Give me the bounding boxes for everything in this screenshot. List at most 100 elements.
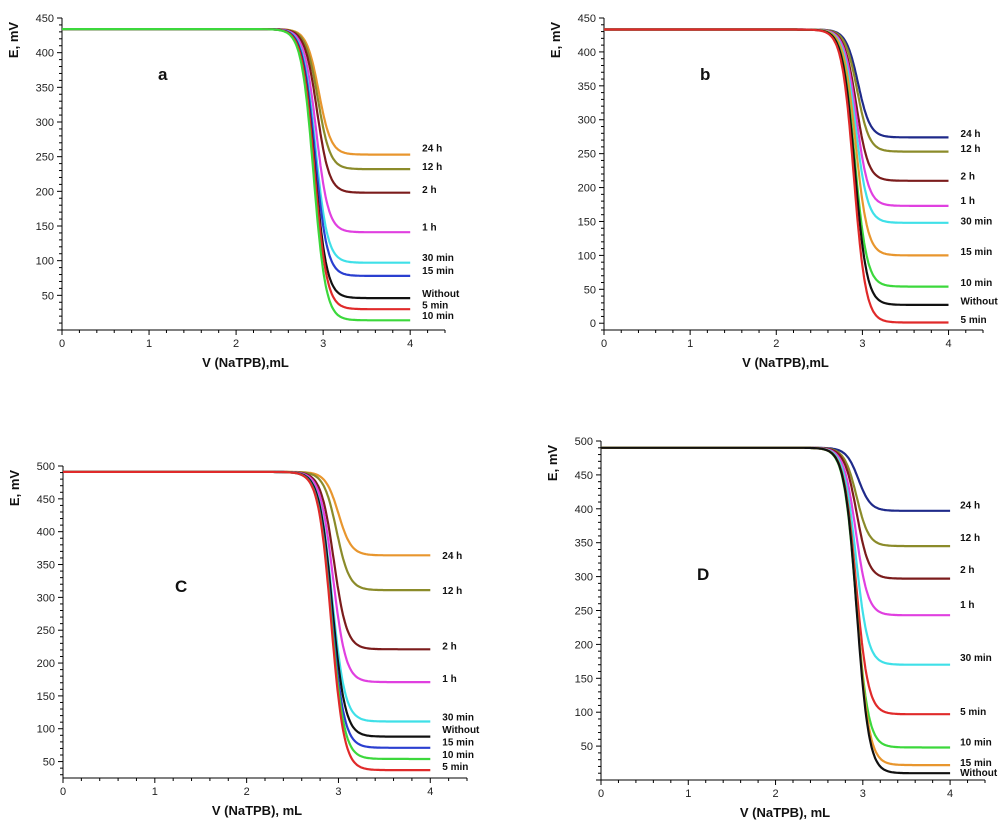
x-tick-label: 4 (945, 338, 951, 350)
y-tick-label: 300 (36, 117, 54, 129)
x-axis-title: V (NaTPB),mL (202, 355, 289, 370)
series-label: 12 h (960, 533, 980, 544)
series-label: 30 min (442, 713, 474, 724)
chart-panel-b: 0 1 2 3 4 0 50 100 150 200 250 300 350 400 450 V (NaTPB… (548, 13, 998, 370)
series-line (63, 470, 431, 772)
x-axis-title: V (NaTPB),mL (742, 355, 829, 370)
series-label: 12 h (961, 144, 981, 155)
panel-label: D (697, 565, 709, 584)
series-line (62, 28, 411, 300)
x-axis-title: V (NaTPB), mL (212, 803, 302, 818)
series-label: 1 h (961, 196, 975, 207)
series-label: 30 min (422, 253, 454, 264)
series-label: 24 h (442, 551, 462, 562)
series-line (63, 470, 431, 723)
series-label: 12 h (422, 162, 442, 173)
series-label: 2 h (442, 642, 456, 653)
x-tick-label: 3 (320, 338, 326, 350)
y-tick-label: 250 (575, 606, 593, 618)
x-tick-label: 1 (146, 338, 152, 350)
x-tick-label: 3 (860, 788, 866, 800)
series-line (63, 470, 431, 761)
series-line (604, 28, 949, 306)
y-tick-label: 250 (36, 152, 54, 164)
series-line (604, 28, 949, 224)
y-tick-label: 500 (37, 461, 55, 473)
series-label: 2 h (422, 185, 436, 196)
series-line (601, 446, 951, 716)
series-label: 24 h (961, 129, 981, 140)
series-label: 15 min (442, 738, 474, 749)
series-label: Without (961, 297, 999, 308)
series-line (63, 470, 431, 651)
x-tick-label: 4 (427, 786, 433, 798)
x-axis-title: V (NaTPB), mL (740, 805, 830, 820)
series-label: Without (422, 289, 460, 300)
series-label: 5 min (961, 315, 987, 326)
y-tick-label: 50 (584, 284, 596, 296)
panel-label: a (158, 65, 168, 84)
y-tick-label: 100 (575, 707, 593, 719)
x-tick-label: 2 (244, 786, 250, 798)
series-line (63, 470, 431, 592)
series-label: 5 min (960, 707, 986, 718)
y-tick-label: 450 (575, 470, 593, 482)
series-line (62, 28, 411, 322)
x-tick-label: 4 (407, 338, 413, 350)
y-tick-label: 0 (590, 318, 596, 330)
y-tick-label: 350 (36, 82, 54, 94)
series-line (63, 470, 431, 738)
y-tick-label: 400 (578, 47, 596, 59)
series-line (604, 28, 949, 324)
series-line (601, 446, 951, 749)
series-line (601, 446, 951, 775)
y-axis-title: E, mV (545, 445, 560, 481)
series-label: 12 h (442, 586, 462, 597)
y-tick-label: 150 (36, 221, 54, 233)
series-label: 2 h (960, 565, 974, 576)
series-label: 24 h (960, 500, 980, 511)
series-line (601, 446, 951, 666)
y-tick-label: 350 (578, 81, 596, 93)
series-line (604, 28, 949, 153)
y-tick-label: 100 (36, 256, 54, 268)
series-label: 10 min (961, 278, 993, 289)
series-line (601, 446, 951, 617)
series-line (63, 470, 431, 684)
y-tick-label: 200 (36, 186, 54, 198)
series-line (62, 28, 411, 277)
x-tick-label: 3 (859, 338, 865, 350)
y-tick-label: 250 (37, 625, 55, 637)
series-label: 5 min (422, 301, 448, 312)
x-tick-label: 2 (773, 338, 779, 350)
y-tick-label: 400 (36, 48, 54, 60)
y-tick-label: 400 (575, 504, 593, 516)
y-axis-title: E, mV (548, 22, 563, 58)
series-label: 30 min (961, 216, 993, 227)
y-tick-label: 300 (37, 592, 55, 604)
series-line (63, 470, 431, 749)
series-line (604, 28, 949, 182)
series-line (601, 446, 951, 580)
x-tick-label: 1 (687, 338, 693, 350)
series-line (601, 446, 951, 767)
series-label: 10 min (442, 750, 474, 761)
y-tick-label: 450 (36, 13, 54, 25)
series-line (62, 28, 411, 171)
series-line (604, 28, 949, 207)
series-label: 2 h (961, 172, 975, 183)
series-line (601, 446, 951, 512)
y-tick-label: 250 (578, 149, 596, 161)
y-tick-label: 350 (37, 560, 55, 572)
series-label: 15 min (960, 758, 992, 769)
y-axis-title: E, mV (7, 470, 22, 506)
series-label: 15 min (961, 247, 993, 258)
y-tick-label: 300 (575, 572, 593, 584)
series-line (62, 28, 411, 264)
series-label: Without (442, 725, 480, 736)
y-tick-label: 50 (581, 741, 593, 753)
